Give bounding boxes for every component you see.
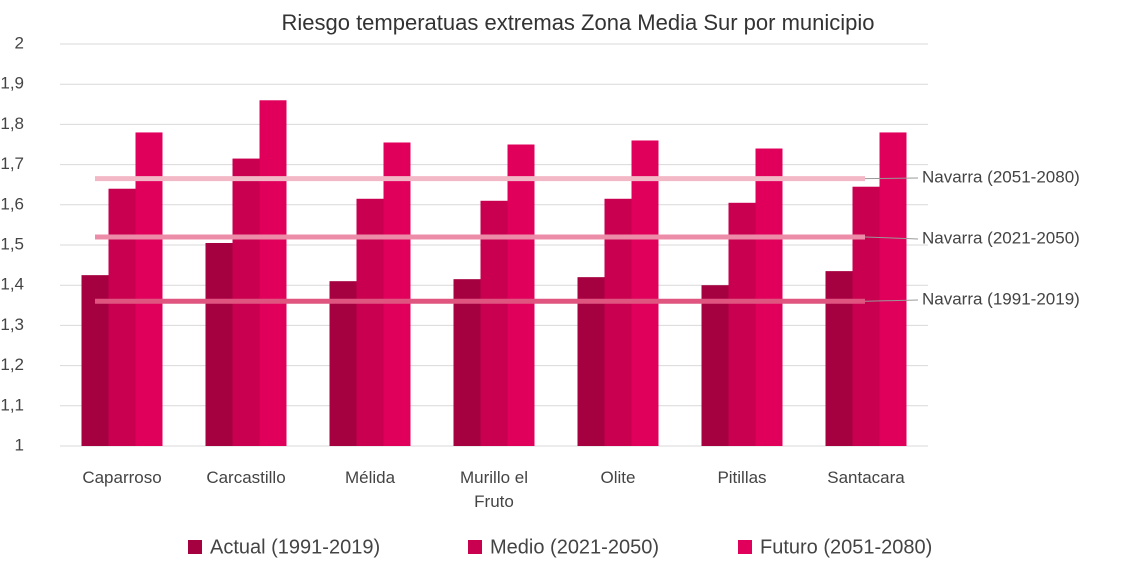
x-tick-label: Caparroso xyxy=(82,468,162,487)
x-tick-label: Pitillas xyxy=(717,468,767,487)
bar xyxy=(383,142,411,447)
legend-label: Actual (1991-2019) xyxy=(210,536,380,558)
y-tick-label: 1,6 xyxy=(0,194,24,213)
legend-label: Medio (2021-2050) xyxy=(490,536,659,558)
legend-swatch xyxy=(188,540,202,554)
reference-label: Navarra (2021-2050) xyxy=(922,228,1080,247)
bar xyxy=(879,132,907,446)
y-tick-label: 1,4 xyxy=(0,275,24,294)
chart-title: Riesgo temperatuas extremas Zona Media S… xyxy=(281,10,874,35)
bar xyxy=(205,242,233,446)
bar xyxy=(480,200,508,446)
bar xyxy=(728,202,756,446)
y-tick-label: 1,7 xyxy=(0,154,24,173)
bar xyxy=(259,100,287,446)
bar xyxy=(507,144,535,446)
reference-label: Navarra (1991-2019) xyxy=(922,289,1080,308)
bar xyxy=(701,285,729,446)
bar xyxy=(356,198,384,446)
y-tick-label: 1,9 xyxy=(0,74,24,93)
y-tick-label: 1,3 xyxy=(0,315,24,334)
leader-line xyxy=(864,177,919,180)
x-tick-label: Santacara xyxy=(827,468,905,487)
x-tick-label: Carcastillo xyxy=(206,468,286,487)
x-tick-label: Olite xyxy=(600,468,636,487)
x-tick-label: Murillo el Fruto xyxy=(459,468,529,511)
y-tick-label: 2 xyxy=(15,33,24,52)
bar xyxy=(453,279,481,446)
bar xyxy=(135,132,163,446)
bar xyxy=(329,281,357,446)
bar xyxy=(108,188,136,446)
y-tick-label: 1,1 xyxy=(0,395,24,414)
bar xyxy=(631,140,659,447)
bar xyxy=(825,271,853,446)
y-tick-label: 1,5 xyxy=(0,234,24,253)
bar xyxy=(577,277,605,446)
y-tick-label: 1,8 xyxy=(0,114,24,133)
legend-label: Futuro (2051-2080) xyxy=(760,536,932,558)
bar xyxy=(604,198,632,446)
leader-line xyxy=(864,236,919,240)
y-tick-label: 1,2 xyxy=(0,355,24,374)
bar xyxy=(852,186,880,446)
bar xyxy=(755,148,783,446)
x-tick-label: Mélida xyxy=(344,468,396,487)
legend-swatch xyxy=(468,540,482,554)
y-tick-label: 1 xyxy=(15,435,24,454)
legend-swatch xyxy=(738,540,752,554)
leader-line xyxy=(864,299,919,302)
reference-label: Navarra (2051-2080) xyxy=(922,167,1080,186)
